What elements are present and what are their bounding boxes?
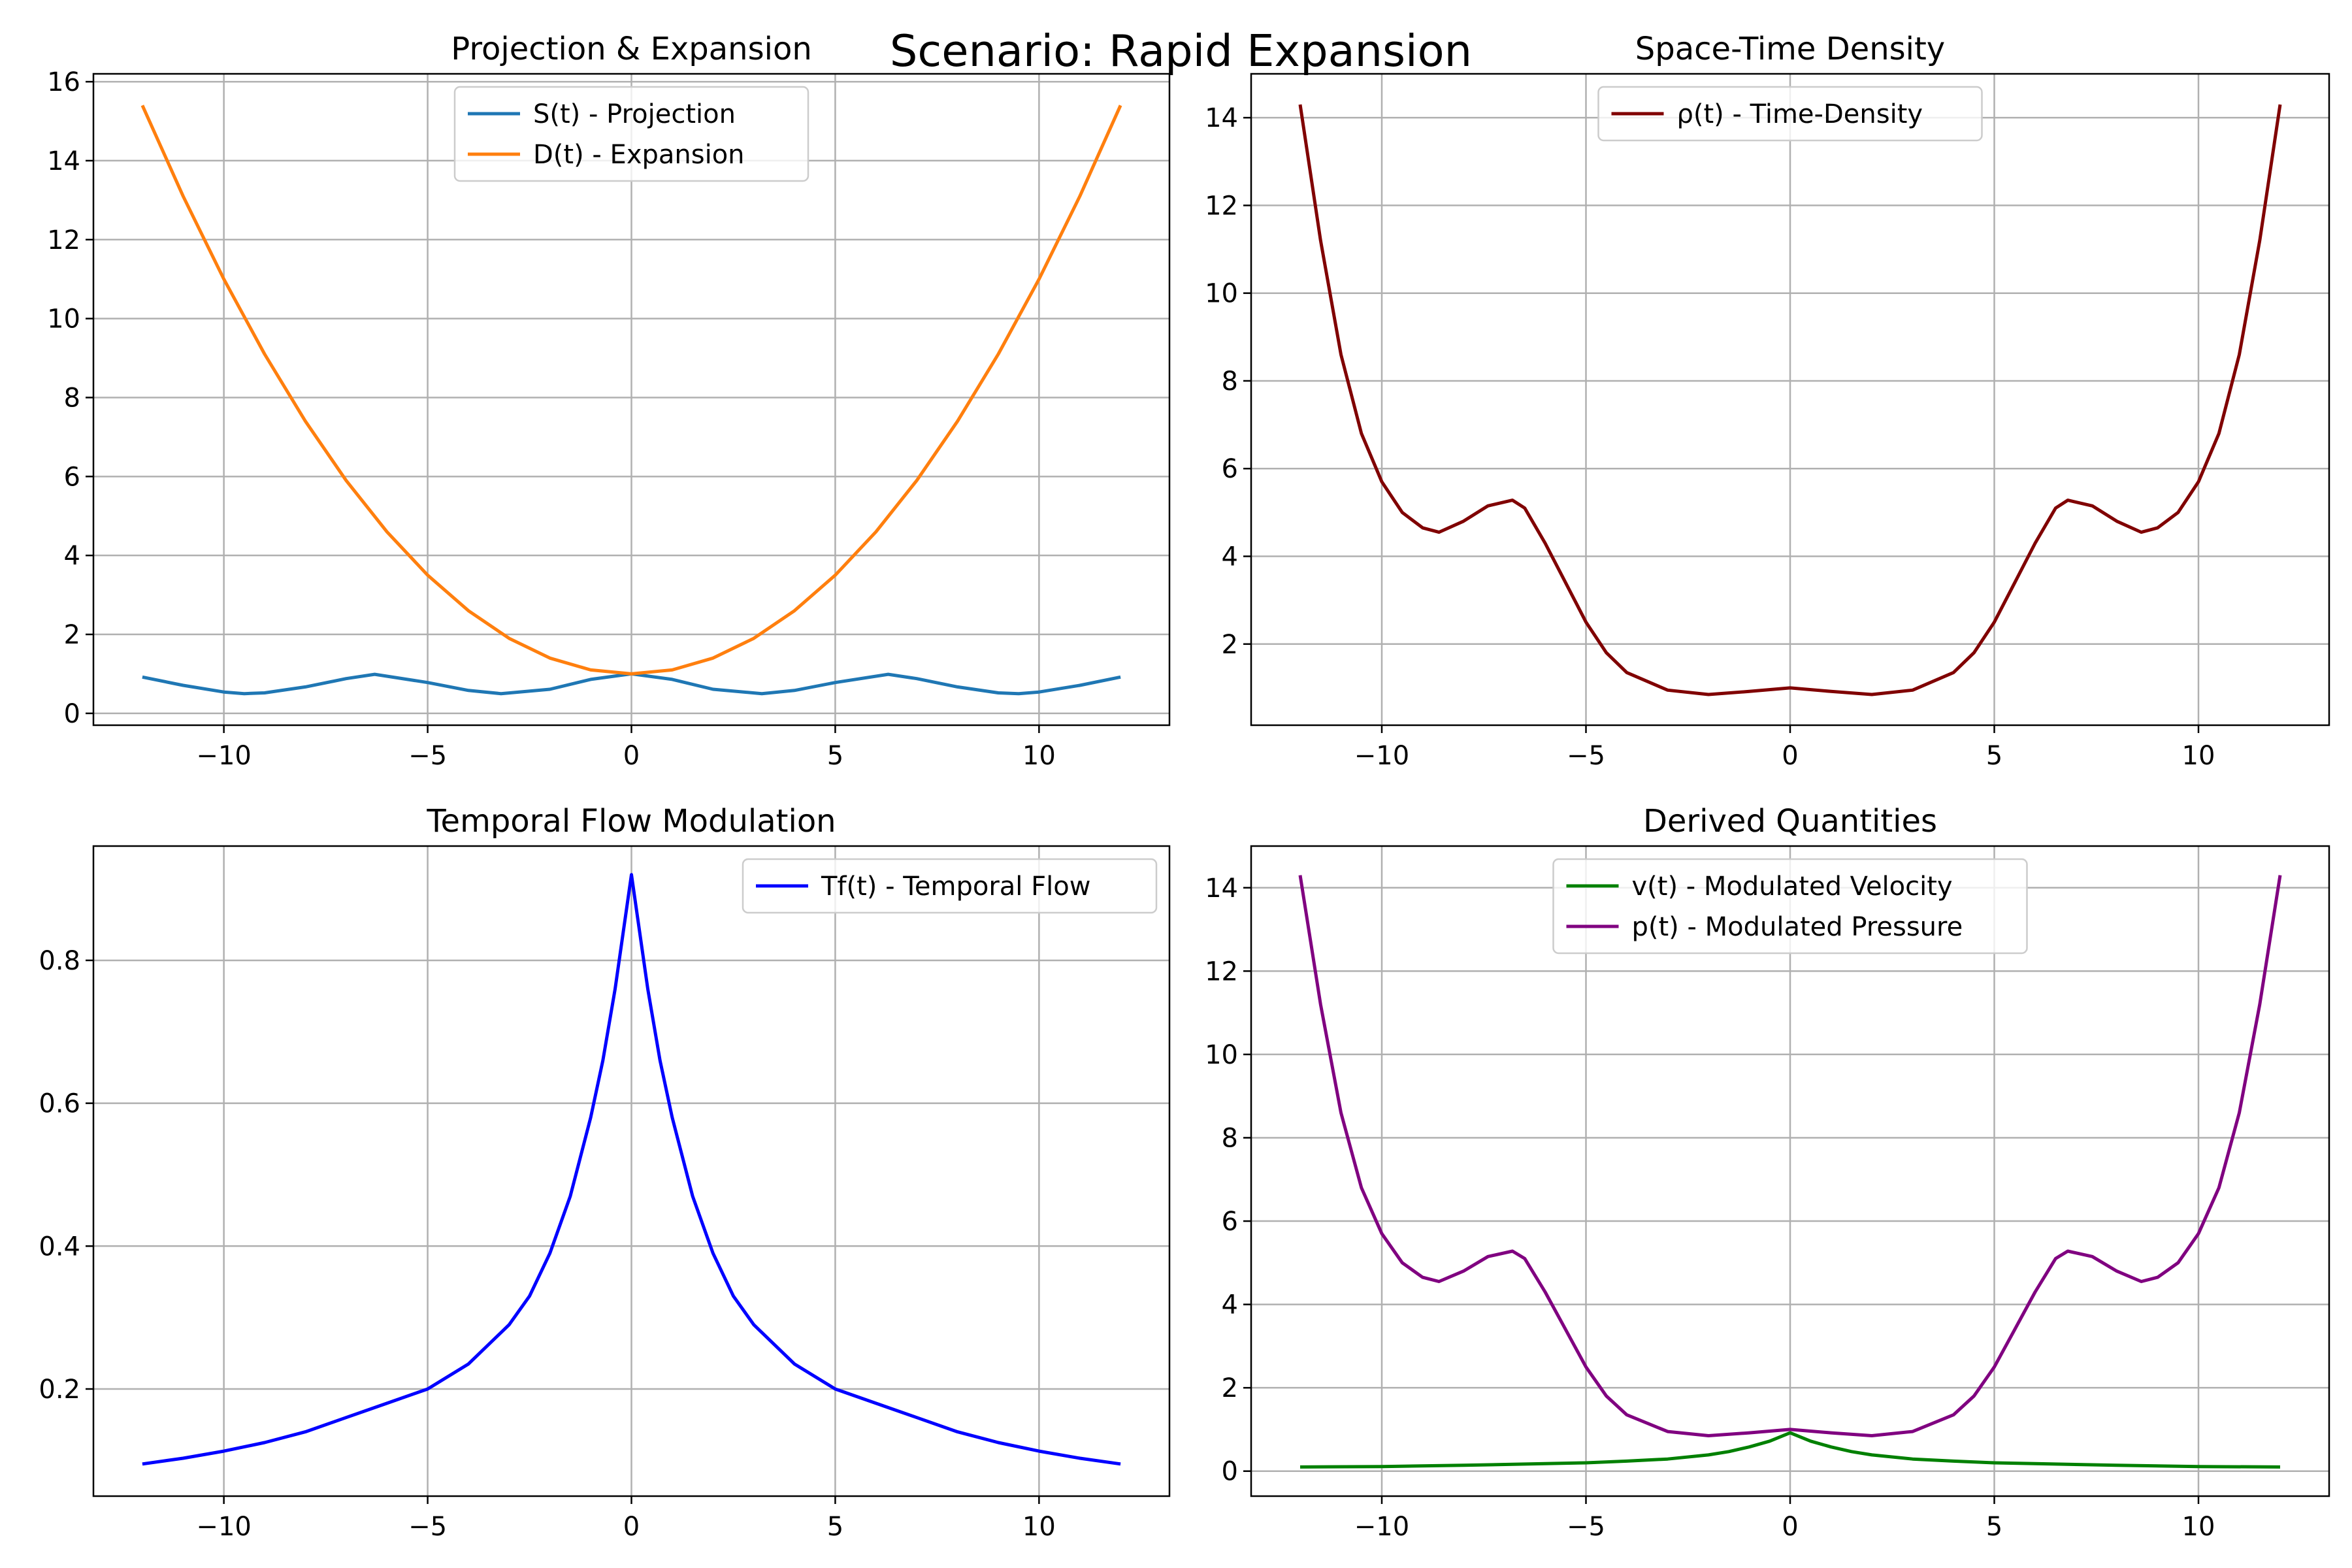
y-tick-label: 6 xyxy=(64,462,80,492)
legend: ρ(t) - Time-Density xyxy=(1597,86,1983,142)
legend-label: p(t) - Modulated Pressure xyxy=(1632,912,1963,942)
x-tick-label: 5 xyxy=(827,1512,843,1542)
subplot-2: −10 −5 0 5 10 2 4 6 8 10 12 14 Space-Time Density ρ(t… xyxy=(1205,31,2330,771)
subplot-title: Temporal Flow Modulation xyxy=(426,803,836,840)
y-tick-label: 0 xyxy=(1222,1457,1238,1487)
legend-label: Tf(t) - Temporal Flow xyxy=(821,872,1090,902)
subplot-1: −10 −5 0 5 10 0 2 4 6 8 10 12 14 16 Projection & Expan… xyxy=(47,31,1171,771)
x-tick-label: 5 xyxy=(1986,1512,2002,1542)
legend-label: D(t) - Expansion xyxy=(533,140,745,170)
y-tick-label: 10 xyxy=(47,304,80,335)
y-tick-label: 4 xyxy=(1222,542,1238,572)
x-tick-label: −5 xyxy=(408,1512,447,1542)
legend-box xyxy=(453,86,809,182)
y-tick-label: 12 xyxy=(1205,956,1238,987)
y-tick-label: 8 xyxy=(1222,1123,1238,1153)
legend: Tf(t) - Temporal Flow xyxy=(742,858,1158,914)
legend: S(t) - Projection D(t) - Expansion xyxy=(453,86,809,182)
x-tick-label: −10 xyxy=(196,1512,251,1542)
x-tick-label: 0 xyxy=(1782,741,1798,771)
x-tick-label: 10 xyxy=(2182,741,2215,771)
y-tick-label: 0.8 xyxy=(39,946,80,976)
x-tick-label: −10 xyxy=(196,741,251,771)
y-tick-label: 0.4 xyxy=(39,1232,80,1262)
legend-box xyxy=(1552,858,2028,955)
x-tick-label: 10 xyxy=(2182,1512,2215,1542)
y-tick-label: 2 xyxy=(1222,1373,1238,1403)
x-tick-label: 5 xyxy=(1986,741,2002,771)
y-tick-label: 4 xyxy=(64,541,80,571)
series-line-1 xyxy=(142,873,1121,1466)
x-tick-label: 10 xyxy=(1022,741,1056,771)
subplot-title: Space-Time Density xyxy=(1635,31,1945,67)
series-line-1 xyxy=(1299,1431,2281,1469)
y-tick-label: 10 xyxy=(1205,279,1238,309)
y-tick-label: 12 xyxy=(47,225,80,255)
y-tick-label: 2 xyxy=(64,620,80,650)
x-tick-label: −10 xyxy=(1354,1512,1409,1542)
y-tick-label: 6 xyxy=(1222,454,1238,484)
legend: v(t) - Modulated Velocity p(t) - Modulate… xyxy=(1552,858,2028,955)
x-tick-label: 0 xyxy=(623,1512,640,1542)
y-tick-label: 16 xyxy=(47,67,80,97)
subplot-4: −10 −5 0 5 10 0 2 4 6 8 10 12 14 Derived Quantities v(… xyxy=(1205,803,2330,1542)
legend-label: S(t) - Projection xyxy=(533,99,736,129)
series-line-2 xyxy=(140,105,1122,676)
series-line-1 xyxy=(1298,104,2282,696)
subplot-title: Projection & Expansion xyxy=(451,31,811,67)
legend-box xyxy=(1597,86,1983,142)
x-tick-label: −5 xyxy=(408,741,447,771)
x-tick-label: −5 xyxy=(1567,741,1605,771)
y-tick-label: 8 xyxy=(1222,367,1238,397)
y-tick-label: 6 xyxy=(1222,1207,1238,1237)
y-tick-label: 12 xyxy=(1205,191,1238,221)
legend-box xyxy=(742,858,1158,914)
x-tick-label: 0 xyxy=(1782,1512,1798,1542)
y-tick-label: 0.6 xyxy=(39,1089,80,1119)
series-line-2 xyxy=(1298,875,2282,1437)
y-tick-label: 10 xyxy=(1205,1040,1238,1070)
legend-label: ρ(t) - Time-Density xyxy=(1677,99,1923,129)
x-tick-label: 0 xyxy=(623,741,640,771)
x-tick-label: 10 xyxy=(1022,1512,1056,1542)
x-tick-label: 5 xyxy=(827,741,843,771)
y-tick-label: 2 xyxy=(1222,630,1238,660)
legend-label: v(t) - Modulated Velocity xyxy=(1632,872,1953,902)
y-tick-label: 14 xyxy=(1205,874,1238,904)
x-tick-label: −5 xyxy=(1567,1512,1605,1542)
subplot-title: Derived Quantities xyxy=(1643,803,1937,840)
y-tick-label: 14 xyxy=(47,146,80,176)
subplot-3: −10 −5 0 5 10 0.2 0.4 0.6 0.8 Temporal Flow Modul… xyxy=(39,803,1171,1542)
y-tick-label: 4 xyxy=(1222,1290,1238,1320)
figure-title: Scenario: Rapid Expansion xyxy=(889,25,1473,76)
x-tick-label: −10 xyxy=(1354,741,1409,771)
y-tick-label: 8 xyxy=(64,383,80,413)
y-tick-label: 0 xyxy=(64,699,80,729)
y-tick-label: 14 xyxy=(1205,103,1238,133)
y-tick-label: 0.2 xyxy=(39,1375,80,1405)
